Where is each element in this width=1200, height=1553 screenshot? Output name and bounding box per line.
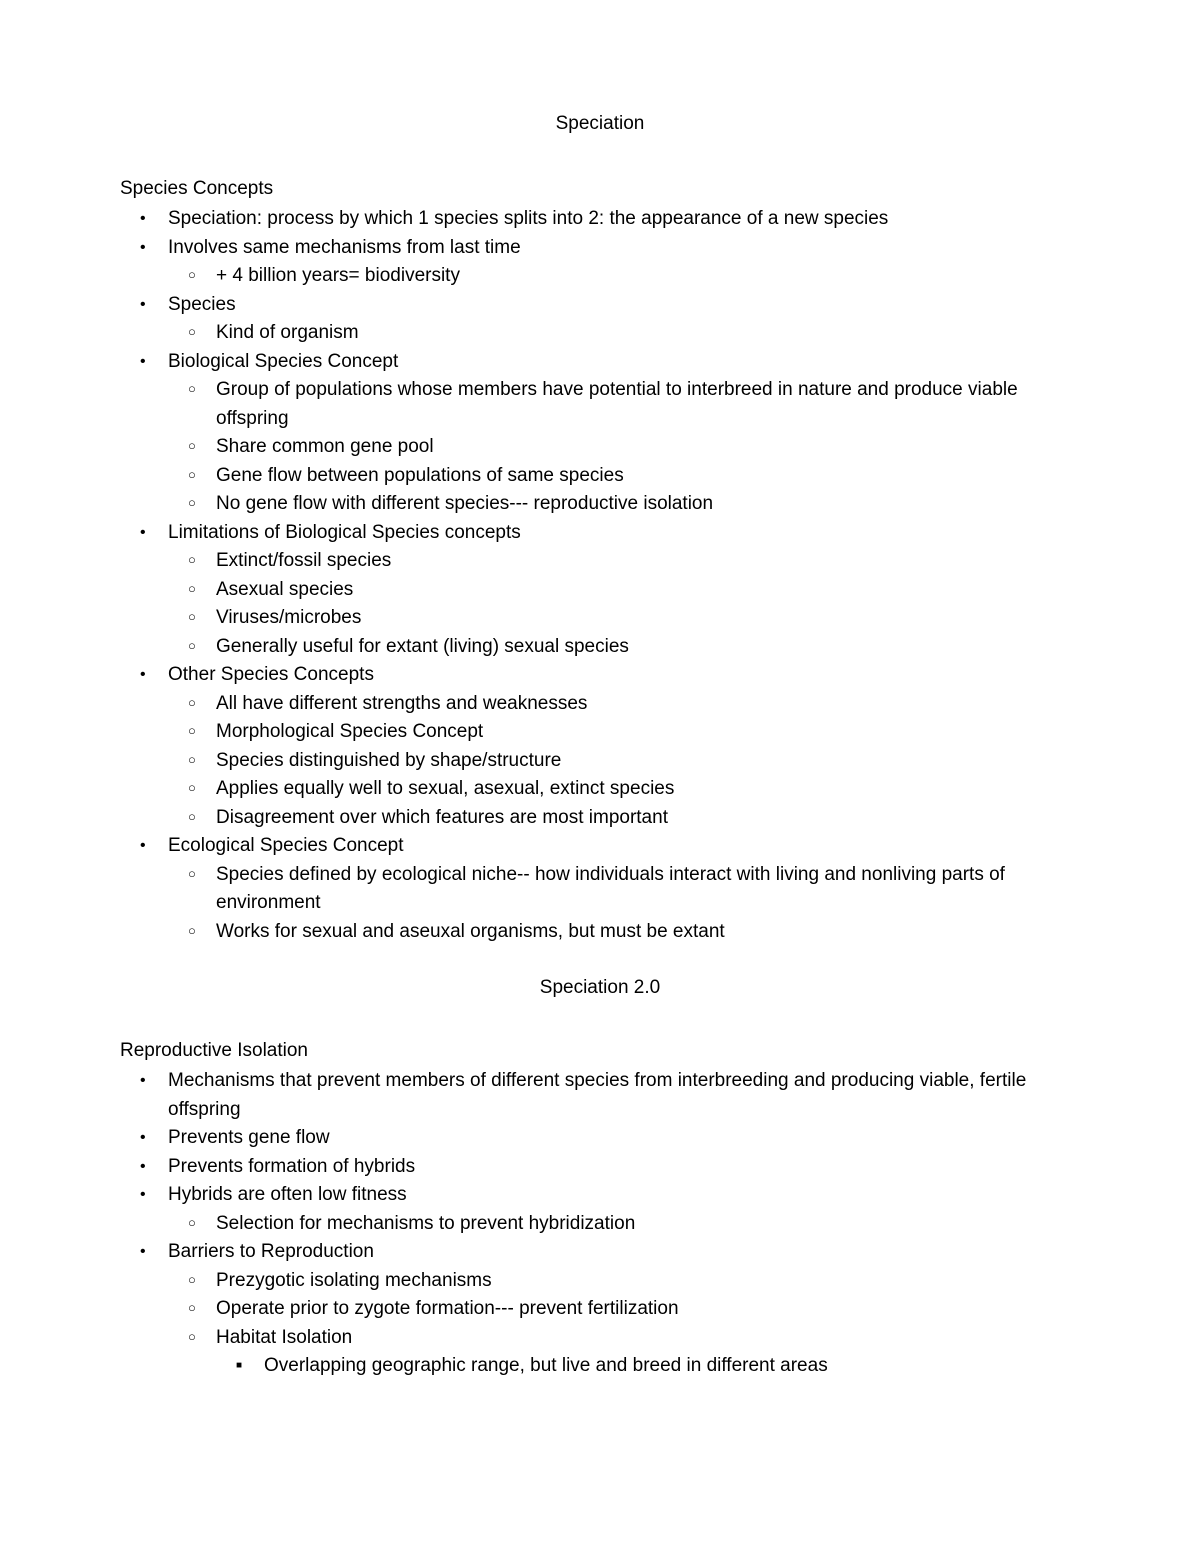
list-item-text: Barriers to Reproduction <box>168 1241 374 1262</box>
list-item-text: + 4 billion years= biodiversity <box>216 265 460 286</box>
list-item: Ecological Species Concept Species define… <box>168 832 1080 946</box>
bullet-list-level3: Overlapping geographic range, but live a… <box>216 1352 1080 1381</box>
section-heading-2: Reproductive Isolation <box>120 1037 1080 1066</box>
list-item-text: Gene flow between populations of same sp… <box>216 465 624 486</box>
list-item: Habitat Isolation Overlapping geographic … <box>216 1324 1080 1381</box>
list-item-text: Limitations of Biological Species concep… <box>168 522 521 543</box>
list-item-text: Disagreement over which features are mos… <box>216 807 668 828</box>
section-heading-1: Species Concepts <box>120 175 1080 204</box>
list-item: Prezygotic isolating mechanisms <box>216 1267 1080 1296</box>
list-item-text: Works for sexual and aseuxal organisms, … <box>216 921 725 942</box>
list-item-text: Asexual species <box>216 579 353 600</box>
list-item-text: Morphological Species Concept <box>216 721 483 742</box>
list-item: Kind of organism <box>216 319 1080 348</box>
section1-list: Speciation: process by which 1 species s… <box>120 205 1080 946</box>
list-item-text: Species distinguished by shape/structure <box>216 750 561 771</box>
document-title: Speciation <box>120 110 1080 139</box>
list-item: Species distinguished by shape/structure <box>216 747 1080 776</box>
list-item: Operate prior to zygote formation--- pre… <box>216 1295 1080 1324</box>
list-item: Generally useful for extant (living) sex… <box>216 633 1080 662</box>
list-item-text: Ecological Species Concept <box>168 835 404 856</box>
list-item: Mechanisms that prevent members of diffe… <box>168 1067 1080 1124</box>
list-item-text: Generally useful for extant (living) sex… <box>216 636 629 657</box>
bullet-list-level2: Kind of organism <box>168 319 1080 348</box>
list-item: Group of populations whose members have … <box>216 376 1080 433</box>
list-item-text: Habitat Isolation <box>216 1327 352 1348</box>
list-item-text: Extinct/fossil species <box>216 550 391 571</box>
list-item: Viruses/microbes <box>216 604 1080 633</box>
list-item-text: Biological Species Concept <box>168 351 398 372</box>
list-item: Other Species Concepts All have different… <box>168 661 1080 832</box>
list-item: Species defined by ecological niche-- ho… <box>216 861 1080 918</box>
bullet-list-level2: Extinct/fossil species Asexual species Vir… <box>168 547 1080 661</box>
list-item: Hybrids are often low fitness Selection f… <box>168 1181 1080 1238</box>
list-item-text: Other Species Concepts <box>168 664 374 685</box>
list-item-text: Viruses/microbes <box>216 607 361 628</box>
list-item-text: Overlapping geographic range, but live a… <box>264 1355 828 1376</box>
list-item-text: Mechanisms that prevent members of diffe… <box>168 1070 1026 1120</box>
list-item: Prevents gene flow <box>168 1124 1080 1153</box>
list-item: Gene flow between populations of same sp… <box>216 462 1080 491</box>
list-item-text: Prevents gene flow <box>168 1127 330 1148</box>
list-item-text: Prevents formation of hybrids <box>168 1156 415 1177</box>
section2-list: Mechanisms that prevent members of diffe… <box>120 1067 1080 1381</box>
list-item: Works for sexual and aseuxal organisms, … <box>216 918 1080 947</box>
bullet-list-level2: All have different strengths and weaknes… <box>168 690 1080 833</box>
list-item-text: All have different strengths and weaknes… <box>216 693 587 714</box>
bullet-list-level2: Group of populations whose members have … <box>168 376 1080 519</box>
list-item: Species Kind of organism <box>168 291 1080 348</box>
list-item: Morphological Species Concept <box>216 718 1080 747</box>
list-item: Overlapping geographic range, but live a… <box>264 1352 1080 1381</box>
bullet-list-level2: Selection for mechanisms to prevent hybr… <box>168 1210 1080 1239</box>
list-item: Speciation: process by which 1 species s… <box>168 205 1080 234</box>
list-item-text: Kind of organism <box>216 322 359 343</box>
list-item: Biological Species Concept Group of popul… <box>168 348 1080 519</box>
list-item: Share common gene pool <box>216 433 1080 462</box>
list-item: Prevents formation of hybrids <box>168 1153 1080 1182</box>
list-item-text: Applies equally well to sexual, asexual,… <box>216 778 674 799</box>
list-item: Selection for mechanisms to prevent hybr… <box>216 1210 1080 1239</box>
list-item-text: Species defined by ecological niche-- ho… <box>216 864 1005 914</box>
list-item: Involves same mechanisms from last time +… <box>168 234 1080 291</box>
list-item-text: Share common gene pool <box>216 436 434 457</box>
list-item-text: No gene flow with different species--- r… <box>216 493 713 514</box>
list-item: Disagreement over which features are mos… <box>216 804 1080 833</box>
list-item-text: Involves same mechanisms from last time <box>168 237 521 258</box>
list-item-text: Operate prior to zygote formation--- pre… <box>216 1298 679 1319</box>
document-subtitle: Speciation 2.0 <box>120 974 1080 1003</box>
bullet-list-level2: + 4 billion years= biodiversity <box>168 262 1080 291</box>
list-item: Applies equally well to sexual, asexual,… <box>216 775 1080 804</box>
list-item: Extinct/fossil species <box>216 547 1080 576</box>
document-page: Speciation Species Concepts Speciation: … <box>0 0 1200 1553</box>
bullet-list-level2: Species defined by ecological niche-- ho… <box>168 861 1080 947</box>
list-item: + 4 billion years= biodiversity <box>216 262 1080 291</box>
list-item: Asexual species <box>216 576 1080 605</box>
list-item: Limitations of Biological Species concep… <box>168 519 1080 662</box>
list-item: All have different strengths and weaknes… <box>216 690 1080 719</box>
list-item-text: Species <box>168 294 236 315</box>
list-item-text: Hybrids are often low fitness <box>168 1184 407 1205</box>
list-item: No gene flow with different species--- r… <box>216 490 1080 519</box>
list-item-text: Group of populations whose members have … <box>216 379 1018 429</box>
list-item-text: Selection for mechanisms to prevent hybr… <box>216 1213 635 1234</box>
list-item-text: Speciation: process by which 1 species s… <box>168 208 888 229</box>
bullet-list-level2: Prezygotic isolating mechanisms Operate p… <box>168 1267 1080 1381</box>
list-item: Barriers to Reproduction Prezygotic isola… <box>168 1238 1080 1381</box>
list-item-text: Prezygotic isolating mechanisms <box>216 1270 492 1291</box>
